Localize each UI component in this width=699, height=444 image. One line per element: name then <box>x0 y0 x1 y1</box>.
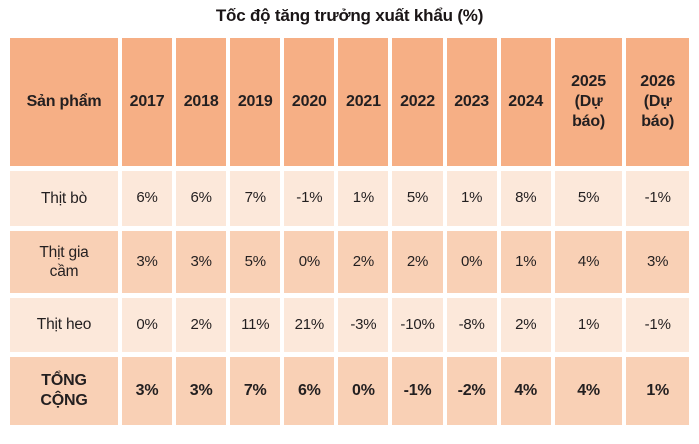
table-cell: 5% <box>392 171 443 226</box>
table-cell-total: 3% <box>176 357 227 425</box>
table-cell: 3% <box>176 231 227 293</box>
table-cell-total: -2% <box>446 357 497 425</box>
row-label-poultry: Thịt gia cầm <box>10 231 118 293</box>
table-cell: 0% <box>122 298 173 352</box>
column-header-year: 2021 <box>338 38 389 166</box>
table-cell-total: 0% <box>338 357 389 425</box>
row-label-total: TỔNG CỘNG <box>10 357 118 425</box>
table-cell-total: 4% <box>554 357 623 425</box>
table-cell: -1% <box>284 171 335 226</box>
table-cell: 21% <box>284 298 335 352</box>
table-cell: 0% <box>446 231 497 293</box>
table-cell: -3% <box>338 298 389 352</box>
table-cell: -1% <box>626 171 689 226</box>
table-cell: -10% <box>392 298 443 352</box>
table-cell-total: 4% <box>500 357 551 425</box>
column-header-year: 2020 <box>284 38 335 166</box>
table-cell-total: 1% <box>626 357 689 425</box>
table-cell: 5% <box>554 171 623 226</box>
table-cell: 6% <box>122 171 173 226</box>
table-cell: 7% <box>230 171 281 226</box>
table-cell: 5% <box>230 231 281 293</box>
table-cell: 11% <box>230 298 281 352</box>
table-cell: 1% <box>338 171 389 226</box>
column-header-year: 2019 <box>230 38 281 166</box>
column-header-year: 2017 <box>122 38 173 166</box>
table-cell: 1% <box>554 298 623 352</box>
table-cell: 2% <box>338 231 389 293</box>
table-cell-total: 6% <box>284 357 335 425</box>
column-header-forecast-year: 2025 (Dự báo) <box>554 38 623 166</box>
table-cell-total: 3% <box>122 357 173 425</box>
column-header-forecast-year: 2026 (Dự báo) <box>626 38 689 166</box>
table-cell: 2% <box>176 298 227 352</box>
row-label-beef: Thịt bò <box>10 171 118 226</box>
table-cell: 2% <box>392 231 443 293</box>
page-title: Tốc độ tăng trưởng xuất khẩu (%) <box>215 6 484 25</box>
table-cell: -8% <box>446 298 497 352</box>
table-cell: 8% <box>500 171 551 226</box>
table-cell: 3% <box>626 231 689 293</box>
table-cell: 1% <box>500 231 551 293</box>
table-cell-total: -1% <box>392 357 443 425</box>
column-header-year: 2018 <box>176 38 227 166</box>
column-header-year: 2024 <box>500 38 551 166</box>
table-cell: 2% <box>500 298 551 352</box>
column-header-product: Sản phẩm <box>10 38 118 166</box>
row-label-pork: Thịt heo <box>10 298 118 352</box>
table-cell: 3% <box>122 231 173 293</box>
table-cell: 0% <box>284 231 335 293</box>
table-cell: 4% <box>554 231 623 293</box>
table-cell: 1% <box>446 171 497 226</box>
column-header-year: 2023 <box>446 38 497 166</box>
table-cell-total: 7% <box>230 357 281 425</box>
export-growth-table: Sản phẩm 2017 2018 2019 2020 2021 2022 2… <box>10 38 689 425</box>
column-header-year: 2022 <box>392 38 443 166</box>
table-cell: -1% <box>626 298 689 352</box>
table-cell: 6% <box>176 171 227 226</box>
